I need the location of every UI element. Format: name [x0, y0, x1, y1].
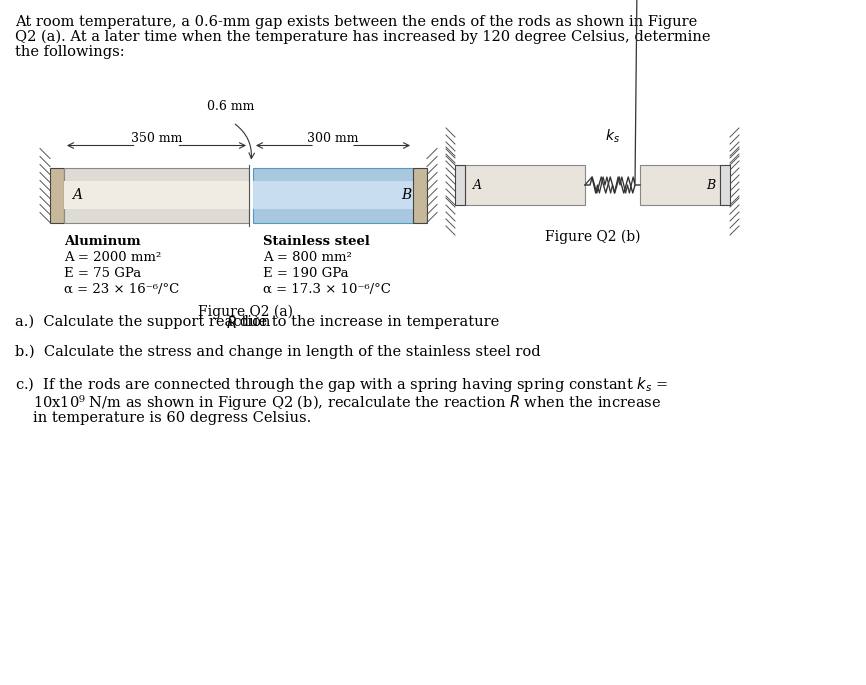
Text: $k_s$: $k_s$ [605, 127, 620, 145]
Bar [64, 182, 249, 209]
Bar [50, 168, 64, 223]
Text: 350 mm: 350 mm [131, 132, 182, 145]
Text: $R$: $R$ [226, 315, 236, 331]
Text: B: B [401, 188, 411, 202]
Text: the followings:: the followings: [15, 45, 125, 59]
Bar [720, 165, 730, 205]
Text: At room temperature, a 0.6-mm gap exists between the ends of the rods as shown i: At room temperature, a 0.6-mm gap exists… [15, 15, 697, 29]
Bar [413, 168, 427, 223]
Text: α = 23 × 16⁻⁶/°C: α = 23 × 16⁻⁶/°C [64, 282, 179, 295]
Bar [640, 165, 720, 205]
Text: E = 75 GPa: E = 75 GPa [64, 266, 141, 279]
Text: 300 mm: 300 mm [307, 132, 359, 145]
Text: Stainless steel: Stainless steel [263, 234, 370, 247]
Text: Figure Q2 (b): Figure Q2 (b) [545, 230, 640, 245]
Text: Figure Q2 (a): Figure Q2 (a) [198, 305, 293, 319]
Text: α = 17.3 × 10⁻⁶/°C: α = 17.3 × 10⁻⁶/°C [263, 282, 391, 295]
Text: b.)  Calculate the stress and change in length of the stainless steel rod: b.) Calculate the stress and change in l… [15, 345, 540, 360]
Text: a.)  Calculate the support reaction: a.) Calculate the support reaction [15, 315, 275, 329]
Bar [253, 182, 413, 209]
Bar [253, 168, 413, 223]
Text: 0.6 mm: 0.6 mm [207, 99, 255, 112]
Text: E = 190 GPa: E = 190 GPa [263, 266, 349, 279]
Bar [455, 165, 465, 205]
Text: c.)  If the rods are connected through the gap with a spring having spring const: c.) If the rods are connected through th… [15, 375, 669, 394]
Text: B: B [706, 179, 715, 192]
Bar [465, 165, 585, 205]
Text: Q2 (a). At a later time when the temperature has increased by 120 degree Celsius: Q2 (a). At a later time when the tempera… [15, 30, 710, 45]
Text: in temperature is 60 degress Celsius.: in temperature is 60 degress Celsius. [33, 411, 311, 425]
Text: A: A [473, 179, 482, 192]
Text: Aluminum: Aluminum [64, 234, 140, 247]
Text: A: A [72, 188, 82, 202]
Text: 10x10⁹ N/m as shown in Figure Q2 (b), recalculate the reaction $R$ when the incr: 10x10⁹ N/m as shown in Figure Q2 (b), re… [33, 393, 662, 412]
Bar [64, 168, 249, 223]
Text: A = 2000 mm²: A = 2000 mm² [64, 251, 161, 264]
Text: A = 800 mm²: A = 800 mm² [263, 251, 352, 264]
Text: due to the increase in temperature: due to the increase in temperature [235, 315, 500, 329]
